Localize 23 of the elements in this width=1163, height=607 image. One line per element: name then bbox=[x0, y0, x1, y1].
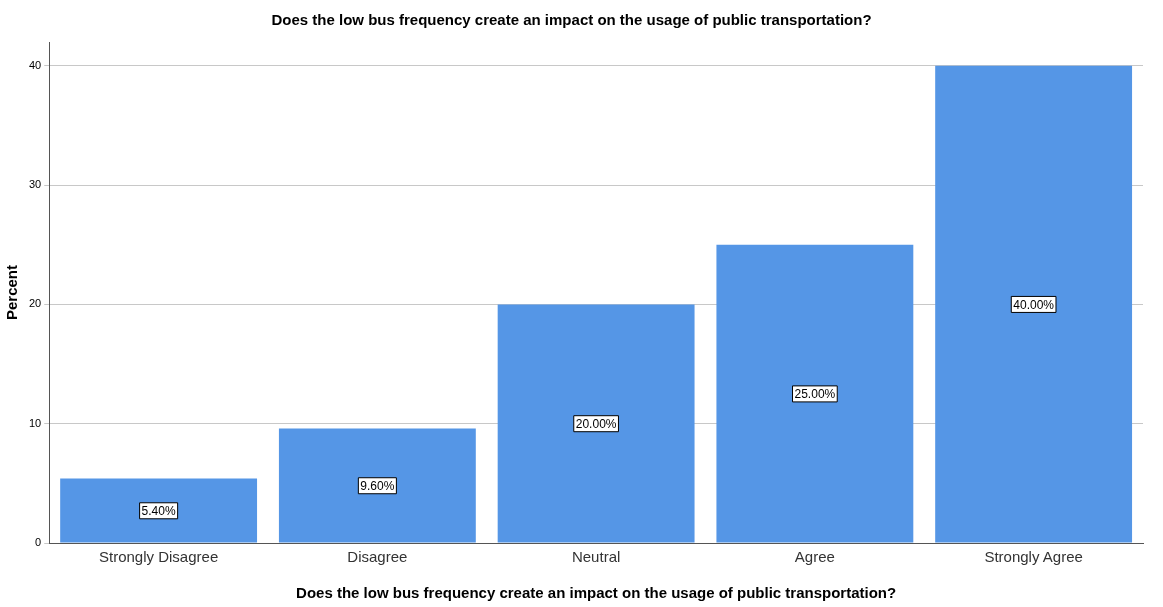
bar bbox=[497, 304, 695, 543]
y-tick-label: 0 bbox=[35, 536, 42, 549]
data-label: 40.00% bbox=[1013, 297, 1055, 312]
bar bbox=[716, 244, 914, 543]
data-label: 20.00% bbox=[575, 417, 617, 432]
chart-title: Does the low bus frequency create an impact on the usage of public transportation? bbox=[271, 11, 872, 29]
x-axis-title: Does the low bus frequency create an impact on the usage of public transportation? bbox=[296, 584, 897, 602]
data-label: 5.40% bbox=[141, 504, 176, 519]
bar bbox=[935, 65, 1133, 543]
x-tick-label: Neutral bbox=[571, 548, 621, 566]
y-tick-label: 30 bbox=[28, 178, 42, 191]
x-tick-label: Strongly Disagree bbox=[98, 548, 219, 566]
y-tick-label: 20 bbox=[28, 297, 42, 310]
bar bbox=[60, 478, 258, 543]
x-tick-label: Strongly Agree bbox=[984, 548, 1083, 566]
x-tick-label: Agree bbox=[794, 548, 835, 566]
x-tick-label: Disagree bbox=[347, 548, 408, 566]
y-tick-label: 40 bbox=[28, 58, 42, 71]
y-tick-label: 10 bbox=[28, 416, 42, 429]
y-axis-title: Percent bbox=[3, 264, 21, 321]
data-label: 9.60% bbox=[360, 479, 395, 494]
data-label: 25.00% bbox=[794, 387, 836, 402]
bar bbox=[278, 428, 476, 543]
